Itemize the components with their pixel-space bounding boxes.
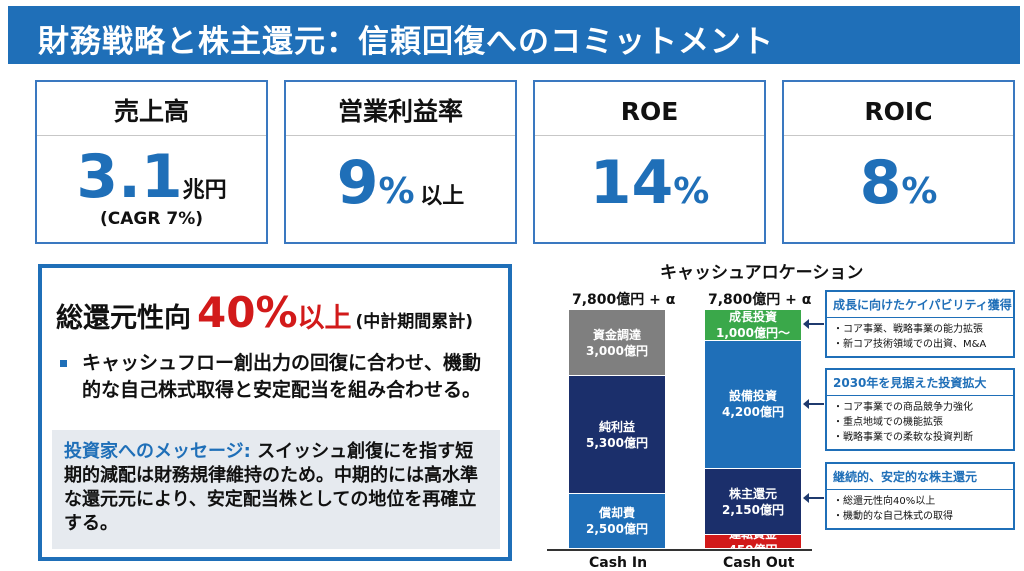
- bar-segment: 設備投資 4,200億円: [705, 340, 801, 470]
- callout-title: 成長に向けたケイパビリティ獲得: [827, 292, 1013, 318]
- kpi-card-roe: ROE 14%: [533, 80, 766, 244]
- bar-segment: 株主還元 2,150億円: [705, 469, 801, 536]
- callout-investment: 2030年を見据えた投資拡大 ・コア事業での商品競争力強化 ・重点地域での機能拡…: [825, 368, 1015, 451]
- kpi-label: 営業利益率: [286, 92, 515, 136]
- callout-shareholder-return: 継続的、安定的な株主還元 ・総還元性向40%以上 ・機動的な自己株式の取得: [825, 462, 1015, 530]
- callout-item: ・新コア技術領域での出資、M&A: [833, 339, 987, 350]
- bar-segment: 償却費 2,500億円: [569, 493, 665, 549]
- bar-segment: 純利益 5,300億円: [569, 376, 665, 494]
- kpi-card-operating-margin: 営業利益率 9% 以上: [284, 80, 517, 244]
- segment-name: 設備投資: [728, 389, 777, 404]
- kpi-label: ROIC: [784, 92, 1013, 136]
- callout-item: ・戦略事業での柔軟な投資判断: [833, 432, 973, 443]
- bar-segment: 資金調達 3,000億円: [569, 310, 665, 377]
- segment-name: 償却費: [598, 505, 635, 520]
- chart-baseline: [547, 549, 812, 551]
- message-label: 投資家へのメッセージ:: [64, 441, 251, 462]
- callout-item: ・コア事業での商品競争力強化: [833, 402, 973, 413]
- callout-item: ・コア事業、戦略事業の能力拡張: [833, 324, 983, 335]
- arrow-left-icon: [803, 493, 824, 503]
- bullet-square-icon: [60, 360, 67, 367]
- segment-value-label: 4,200億円: [722, 405, 784, 420]
- bar-segment: 運転資金450億円: [705, 527, 801, 557]
- callout-title: 2030年を見据えた投資拡大: [827, 370, 1013, 396]
- callout-item: ・総還元性向40%以上: [833, 496, 936, 507]
- segment-value-label: 2,150億円: [722, 502, 784, 517]
- kpi-value: 3.1兆円: [76, 142, 227, 212]
- kpi-label: ROE: [535, 92, 764, 136]
- callout-title: 継続的、安定的な株主還元: [827, 464, 1013, 490]
- arrow-left-icon: [803, 319, 824, 329]
- kpi-card-sales: 売上高 3.1兆円 (CAGR 7%): [35, 80, 268, 244]
- segment-value-label: 1,000億円〜: [716, 325, 790, 340]
- segment-name: 株主還元: [728, 486, 777, 501]
- title-bar: 財務戦略と株主還元：信頼回復へのコミットメント: [8, 6, 1020, 64]
- segment-name: 成長投資: [728, 309, 777, 324]
- segment-value-label: 3,000億円: [586, 343, 648, 358]
- segment-value-label: 5,300億円: [586, 435, 648, 450]
- x-label-cash-out: Cash Out: [723, 555, 795, 571]
- kpi-sub: (CAGR 7%): [100, 209, 203, 229]
- kpi-label: 売上高: [37, 92, 266, 136]
- x-label-cash-in: Cash In: [589, 555, 648, 571]
- arrow-left-icon: [803, 399, 824, 409]
- callout-item: ・重点地域での機能拡張: [833, 417, 943, 428]
- segment-value-label: 2,500億円: [586, 521, 648, 536]
- callout-growth: 成長に向けたケイパビリティ獲得 ・コア事業、戦略事業の能力拡張 ・新コア技術領域…: [825, 290, 1015, 358]
- page-title: 財務戦略と株主還元：信頼回復へのコミットメント: [38, 24, 774, 60]
- segment-name: 資金調達: [592, 327, 641, 342]
- total-label-cash-in: 7,800億円 + α: [572, 292, 676, 308]
- message-text: スイッシュ創復にを指す短期的減配は財務規律維持のため。中期的には高水準な還元元に…: [64, 441, 478, 534]
- investor-message: 投資家へのメッセージ: スイッシュ創復にを指す短期的減配は財務規律維持のため。中…: [52, 430, 500, 549]
- policy-bullet: キャッシュフロー創出力の回復に合わせ、機動的な自己株式取得と安定配当を組み合わせ…: [56, 350, 496, 404]
- total-label-cash-out: 7,800億円 + α: [708, 292, 812, 308]
- kpi-value: 8%: [859, 148, 938, 218]
- segment-name: 純利益: [598, 419, 635, 434]
- chart-title: キャッシュアロケーション: [660, 263, 864, 283]
- kpi-card-roic: ROIC 8%: [782, 80, 1015, 244]
- shareholder-return-panel: 総還元性向 40%以上 (中計期間累計) キャッシュフロー創出力の回復に合わせ、機動…: [38, 264, 512, 561]
- kpi-value: 14%: [589, 148, 710, 218]
- bar-segment: 成長投資 1,000億円〜: [705, 310, 801, 341]
- callout-item: ・機動的な自己株式の取得: [833, 511, 953, 522]
- payout-heading: 総還元性向 40%以上 (中計期間累計): [56, 288, 474, 337]
- kpi-value: 9% 以上: [336, 148, 465, 218]
